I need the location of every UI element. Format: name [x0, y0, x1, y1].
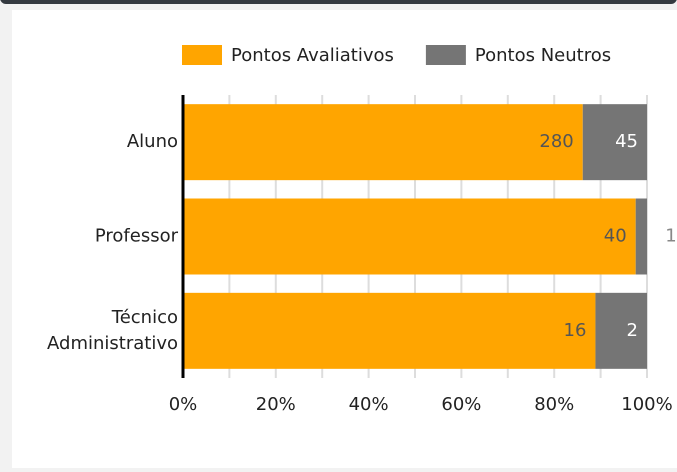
bar-segment [635, 198, 647, 275]
legend-label: Pontos Neutros [475, 45, 611, 66]
bar-segment [582, 104, 647, 181]
data-label: 40 [604, 226, 627, 247]
bar-segment [183, 198, 636, 275]
x-tick-label: 60% [441, 394, 481, 415]
top-bar [0, 0, 677, 4]
data-label: 280 [539, 131, 573, 152]
x-tick-label: 80% [534, 394, 574, 415]
x-tick-label: 20% [256, 394, 296, 415]
bar-segment [183, 104, 583, 181]
legend-label: Pontos Avaliativos [231, 45, 394, 66]
y-tick-label: Técnico Administrativo [47, 307, 178, 354]
y-tick-label: Professor [95, 226, 179, 247]
legend-swatch [182, 45, 222, 65]
bar-segment [595, 292, 647, 369]
y-tick-label: Aluno [127, 131, 178, 152]
bar-segment [183, 292, 596, 369]
data-label: 2 [627, 320, 638, 341]
x-tick-label: 100% [621, 394, 672, 415]
data-label: 1 [665, 226, 676, 247]
x-tick-label: 0% [169, 394, 198, 415]
data-label: 16 [564, 320, 587, 341]
x-tick-label: 40% [349, 394, 389, 415]
data-label: 45 [615, 131, 638, 152]
legend-swatch [425, 45, 466, 65]
